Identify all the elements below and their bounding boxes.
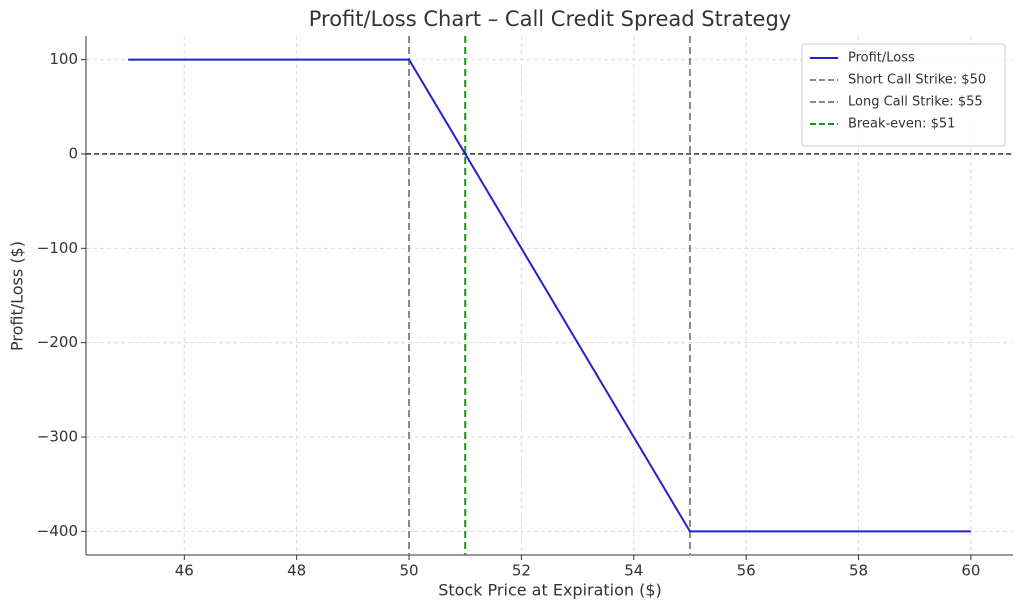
x-tick-label: 58 — [849, 562, 868, 580]
y-tick-label: −200 — [37, 333, 78, 351]
legend-label: Short Call Strike: $50 — [848, 73, 986, 88]
x-tick-label: 48 — [287, 562, 306, 580]
y-axis-label: Profit/Loss ($) — [8, 241, 27, 351]
x-axis-label: Stock Price at Expiration ($) — [438, 581, 662, 600]
y-tick-label: 100 — [49, 50, 78, 68]
x-tick-label: 50 — [399, 562, 418, 580]
legend-label: Long Call Strike: $55 — [848, 95, 983, 110]
x-tick-label: 60 — [961, 562, 980, 580]
y-tick-label: −100 — [37, 239, 78, 257]
x-tick-label: 56 — [737, 562, 756, 580]
x-tick-label: 46 — [175, 562, 194, 580]
y-tick-label: 0 — [68, 144, 78, 162]
y-tick-label: −300 — [37, 428, 78, 446]
chart-title: Profit/Loss Chart – Call Credit Spread S… — [309, 7, 791, 31]
legend-label: Profit/Loss — [848, 51, 915, 66]
legend-label: Break-even: $51 — [848, 117, 955, 132]
pl-line — [128, 58, 971, 533]
y-tick-label: −400 — [37, 522, 78, 540]
x-tick-label: 54 — [624, 562, 643, 580]
legend-box — [801, 43, 1006, 147]
x-tick-label: 52 — [512, 562, 531, 580]
